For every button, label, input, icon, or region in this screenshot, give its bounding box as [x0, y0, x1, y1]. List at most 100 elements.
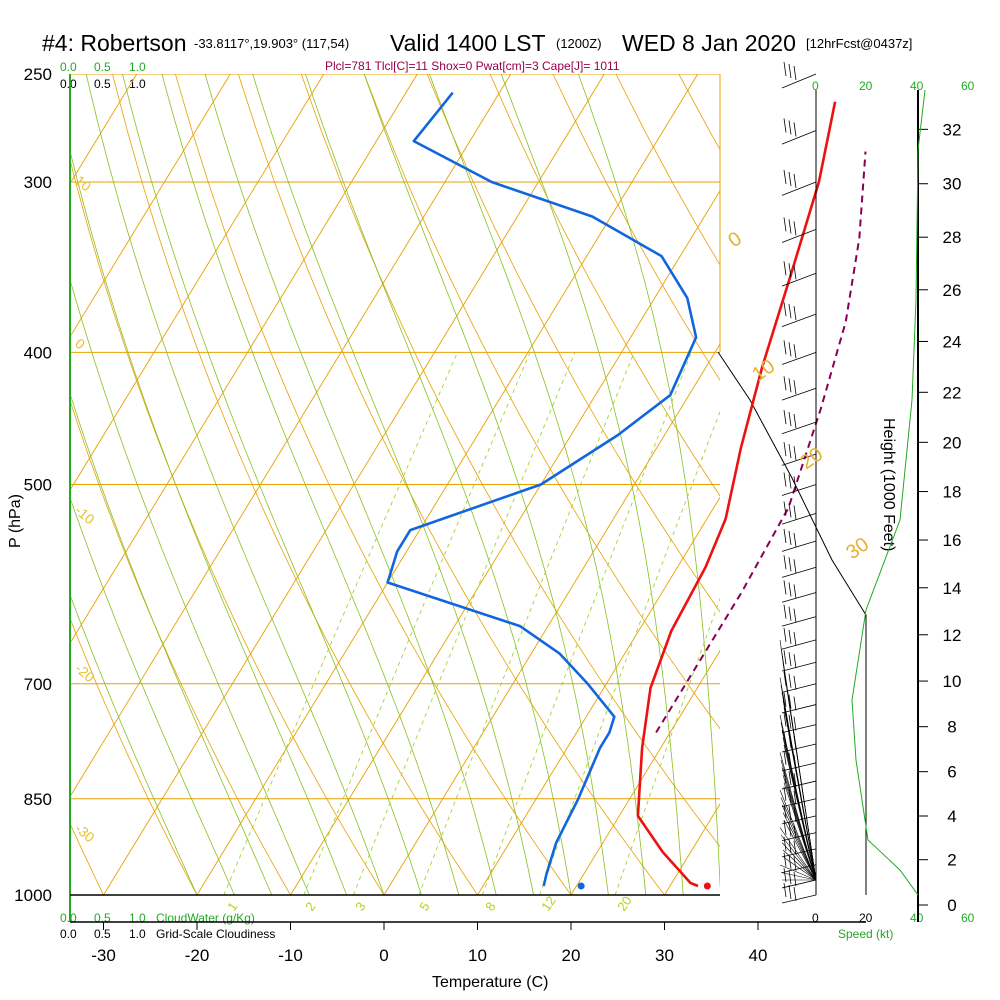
low-level-barb-line [782, 849, 817, 881]
mixing-ratio-line [418, 352, 635, 895]
wind-barb-feather [783, 867, 787, 883]
dry-adiabat-line [175, 74, 572, 895]
wind-barb-feather [783, 340, 787, 355]
mixing-ratio-line [614, 597, 720, 895]
title-valid: Valid 1400 LST [390, 30, 546, 56]
x-tick-label: -30 [91, 946, 116, 965]
wind-barb-feather [783, 750, 787, 765]
x-tick-label: 10 [468, 946, 487, 965]
wind-barb-feather [788, 474, 792, 489]
grid-lines [70, 74, 720, 895]
wind-barb-feather [793, 306, 797, 321]
wind-barb-feather [788, 263, 792, 278]
wind-barb-feather [793, 871, 797, 887]
mixing-ratio-line [481, 352, 692, 895]
pressure-tick-label: 500 [24, 476, 52, 495]
wind-barb-feather [783, 580, 787, 595]
wind-barb [781, 555, 817, 578]
wind-barb [781, 302, 817, 328]
cloud-scale-top: 0.0 0.5 1.0 0.0 0.5 1.0 [60, 60, 146, 91]
wind-barb-staff [781, 540, 817, 552]
tropopause-boundary-line [717, 351, 867, 895]
wind-barb-staff [781, 130, 817, 145]
x-tick-label: -10 [278, 946, 303, 965]
hodograph-lines [717, 74, 867, 895]
moist-adiabat-line [70, 496, 235, 895]
title-coords: -33.8117°,19.903° (117,54) [194, 36, 349, 51]
wind-barb-feather [793, 675, 797, 690]
wind-barb-feather [788, 884, 792, 900]
speed-axis-bottom: 0 20 40 60 Speed (kt) [812, 911, 975, 941]
speed-tick-bottom-2: 40 [910, 911, 924, 925]
moist-adiabat-line [305, 74, 572, 895]
x-tick-label: 0 [379, 946, 388, 965]
wind-barb-staff [781, 453, 817, 466]
wind-barb-feather [793, 584, 797, 599]
low-level-barb-line [782, 812, 817, 881]
moist-adiabat-line [363, 74, 609, 895]
x-axis-label: Temperature (C) [432, 974, 548, 991]
dry-adiabat-line [70, 617, 198, 895]
height-axis-label: Height (1000 Feet) [880, 418, 897, 551]
pressure-tick-label: 300 [24, 173, 52, 192]
wind-barb-feather [788, 219, 792, 234]
wind-barb-feather [793, 532, 797, 548]
wind-barb-staff [781, 616, 817, 627]
wind-barb-feather [783, 604, 787, 619]
wind-barb-staff [781, 832, 817, 841]
mixing-ratio-line [223, 352, 458, 895]
speed-axis-label: Speed (kt) [838, 927, 893, 941]
title-station: #4: Robertson [42, 30, 186, 56]
wind-barb-feather [783, 472, 787, 487]
low-level-barb-line [781, 842, 817, 881]
wind-barb-staff [781, 313, 817, 328]
wind-barb-feather [783, 410, 787, 425]
wind-barb-feather [783, 786, 787, 801]
wind-barb-feather [783, 442, 787, 457]
wind-barb [781, 442, 817, 466]
mixing-ratio-line [352, 352, 576, 895]
wind-barb [781, 580, 817, 603]
x-tick-label: 30 [655, 946, 674, 965]
wind-barb-feather [783, 61, 787, 77]
wind-barb-staff [781, 421, 817, 435]
wind-barb-feather [783, 692, 787, 707]
wind-barb [781, 340, 817, 365]
cloudwater-tick-bottom-0: 0.0 [60, 911, 77, 925]
cloudwater-tick-top-2: 1.0 [129, 60, 146, 74]
height-tick-label: 32 [943, 120, 962, 139]
wind-barb-feather [793, 559, 797, 574]
wind-barb-feather [788, 869, 792, 885]
wind-barb-feather [793, 173, 797, 189]
wind-barb [781, 786, 817, 808]
speed-tick-top-1: 20 [859, 79, 873, 93]
wind-barb-feather [793, 696, 797, 711]
low-level-barb-line [783, 707, 817, 881]
moist-adiabat-line [70, 593, 198, 895]
wind-barb-feather [783, 627, 787, 642]
low-level-barb-line [782, 879, 817, 888]
speed-tick-top-2: 40 [910, 79, 924, 93]
cloudiness-tick-top-0: 0.0 [60, 77, 77, 91]
wind-barb [781, 528, 817, 552]
wind-barb-feather [788, 673, 792, 688]
wind-barb-staff [781, 639, 817, 650]
isotherm-line [70, 74, 231, 338]
wind-barb [781, 472, 817, 496]
height-tick-label: 14 [943, 579, 962, 598]
wind-barb-feather [793, 790, 797, 805]
dry-adiabat-line [70, 158, 385, 895]
wind-barb-staff [781, 181, 817, 196]
height-tick-label: 26 [943, 281, 962, 300]
speed-tick-bottom-0: 0 [812, 911, 819, 925]
dry-adiabat-line [552, 74, 720, 382]
height-tick-label: 18 [943, 483, 962, 502]
wind-barb-feather [793, 446, 797, 461]
speed-tick-bottom-1: 20 [859, 911, 873, 925]
pressure-tick-label: 700 [24, 675, 52, 694]
mixing-ratio-label: 20 [614, 893, 635, 913]
wind-barb-staff [781, 724, 817, 734]
wind-barb-feather [793, 380, 797, 395]
wind-barb-staff [781, 229, 817, 243]
wind-barb-feather [788, 412, 792, 427]
